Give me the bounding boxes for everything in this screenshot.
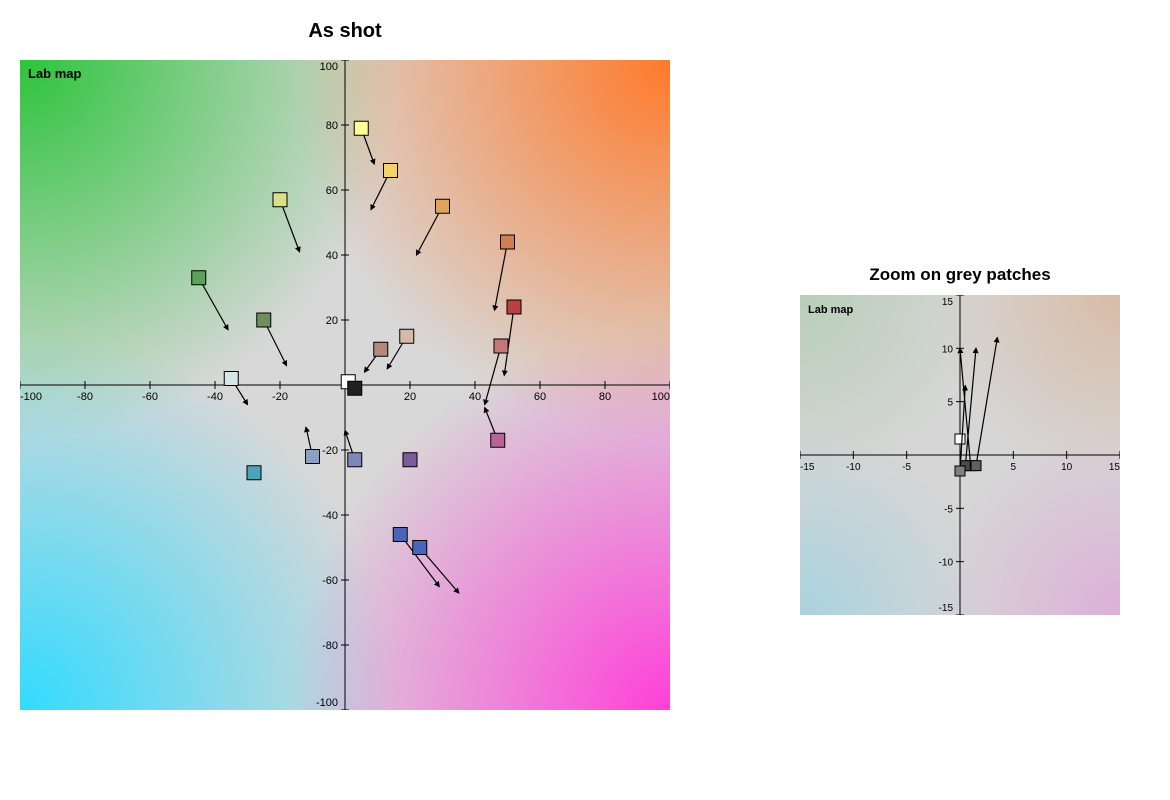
y-tick-label: 5 — [947, 398, 953, 409]
color-patch — [273, 193, 287, 207]
x-tick-label: -40 — [207, 391, 223, 403]
y-tick-label: -40 — [322, 510, 338, 522]
x-tick-label: -5 — [902, 462, 911, 473]
y-tick-label: -80 — [322, 640, 338, 652]
color-patch — [403, 453, 417, 467]
zoom-svg: Lab map -15 -10 -5 5 10 15 -15 -10 -5 5 10 15 — [800, 295, 1120, 615]
x-tick-label: 15 — [1109, 462, 1120, 473]
y-tick-label: 100 — [320, 61, 338, 73]
color-patch — [354, 121, 368, 135]
y-tick-label: -60 — [322, 575, 338, 587]
x-tick-label: -60 — [142, 391, 158, 403]
y-tick-label: 20 — [326, 315, 338, 327]
color-patch — [507, 300, 521, 314]
color-patch — [501, 235, 515, 249]
color-patch — [374, 342, 388, 356]
x-tick-label: -20 — [272, 391, 288, 403]
x-tick-label: -10 — [846, 462, 861, 473]
color-patch — [257, 313, 271, 327]
color-patch — [955, 466, 965, 476]
y-tick-label: 10 — [942, 344, 954, 355]
color-patch — [436, 199, 450, 213]
zoom-title: Zoom on grey patches — [780, 265, 1140, 285]
x-tick-label: 60 — [534, 391, 546, 403]
color-patch — [400, 329, 414, 343]
color-patch — [306, 450, 320, 464]
color-patch — [348, 381, 362, 395]
lab-map-badge: Lab map — [808, 304, 854, 316]
x-tick-label: -15 — [800, 462, 815, 473]
color-patch — [494, 339, 508, 353]
lab-map-badge: Lab map — [28, 66, 82, 81]
y-tick-label: -5 — [944, 504, 953, 515]
y-tick-label: 60 — [326, 185, 338, 197]
y-tick-label: 15 — [942, 297, 954, 308]
color-patch — [348, 453, 362, 467]
x-tick-label: -100 — [20, 391, 42, 403]
zoom-panel: Zoom on grey patches Lab map-15-10-55101… — [800, 295, 1120, 615]
x-tick-label: 20 — [404, 391, 416, 403]
color-patch — [224, 372, 238, 386]
color-patch — [393, 528, 407, 542]
x-tick-label: 10 — [1061, 462, 1073, 473]
color-patch — [971, 461, 981, 471]
y-tick-label: -20 — [322, 445, 338, 457]
y-tick-label: -15 — [939, 603, 954, 614]
y-tick-label: -10 — [939, 558, 954, 569]
color-patch — [491, 433, 505, 447]
color-patch — [384, 164, 398, 178]
color-patch — [955, 434, 965, 444]
main-svg: Lab map -100 -80 -60 -40 -20 20 40 60 80 100 -100 -8… — [20, 60, 670, 710]
x-tick-label: 40 — [469, 391, 481, 403]
x-tick-label: 100 — [652, 391, 670, 403]
color-patch — [192, 271, 206, 285]
x-tick-label: -80 — [77, 391, 93, 403]
color-patch — [247, 466, 261, 480]
root: { "main": { "title": "As shot", "title_f… — [0, 0, 1170, 800]
y-tick-label: 40 — [326, 250, 338, 262]
main-panel: As shot Lab map-100-80-60-40-20204060801… — [20, 60, 670, 710]
main-title: As shot — [20, 20, 670, 43]
x-tick-label: 80 — [599, 391, 611, 403]
color-patch — [413, 541, 427, 555]
y-tick-label: -100 — [316, 697, 338, 709]
y-tick-label: 80 — [326, 120, 338, 132]
x-tick-label: 5 — [1011, 462, 1017, 473]
